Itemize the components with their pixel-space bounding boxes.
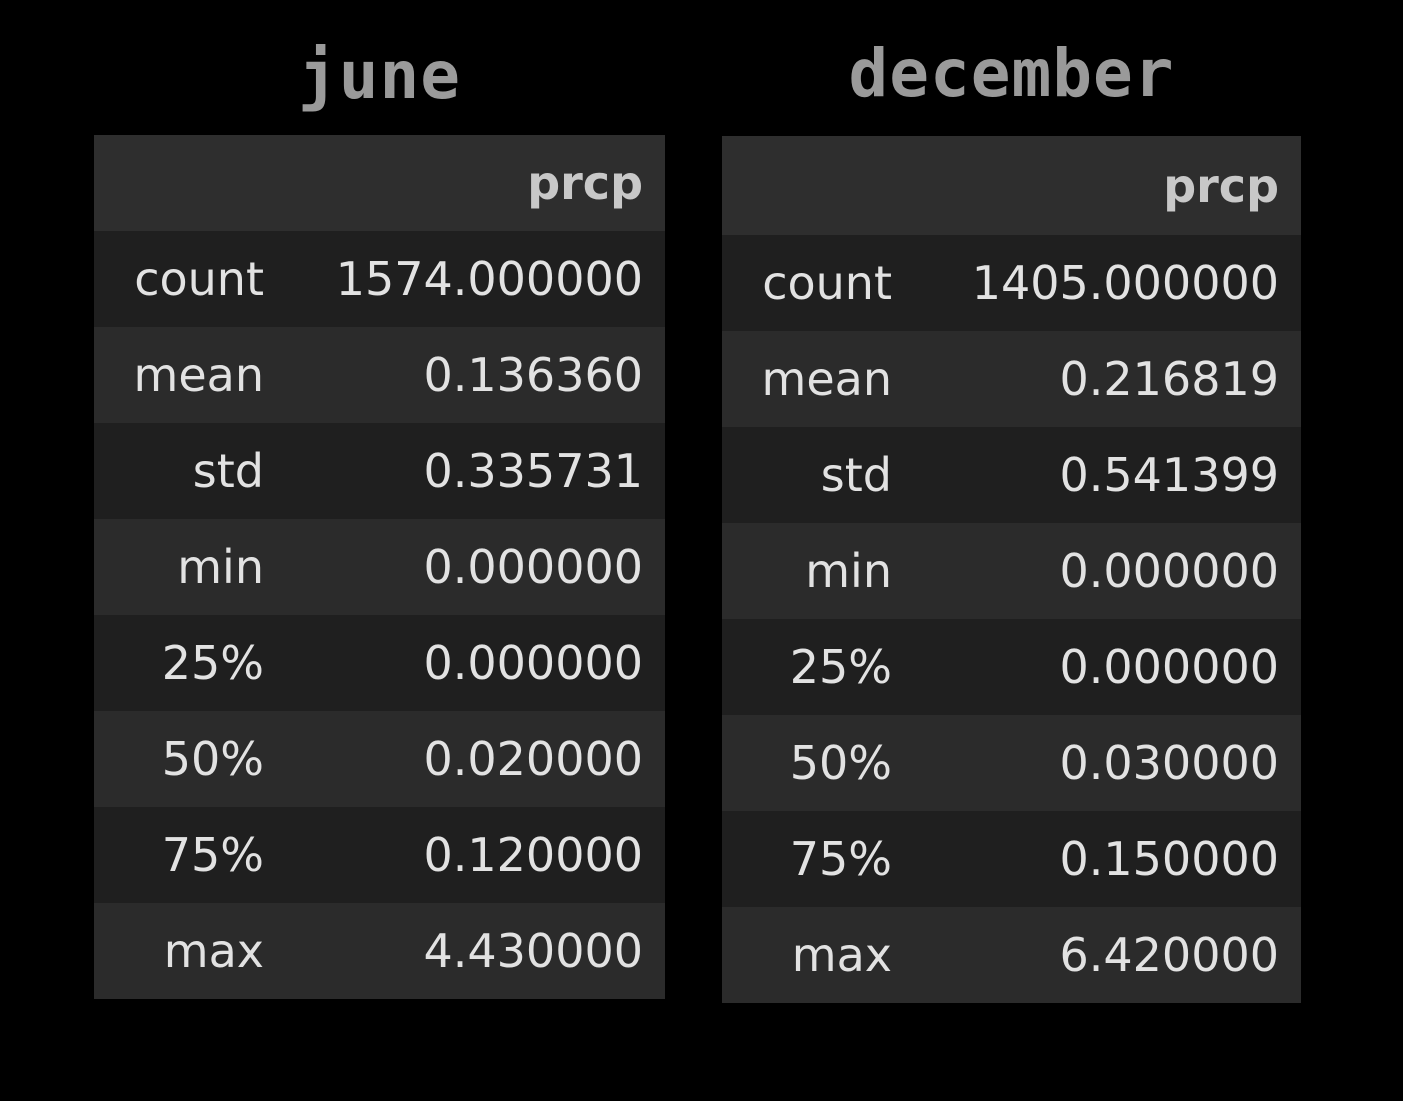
row-label: mean <box>761 352 892 406</box>
table-row: 25% 0.000000 <box>94 615 665 711</box>
column-header: prcp <box>527 156 643 210</box>
row-label: std <box>192 444 264 498</box>
table-row: mean 0.136360 <box>94 327 665 423</box>
table-row: 75% 0.120000 <box>94 807 665 903</box>
row-value: 1574.000000 <box>335 252 643 306</box>
row-value: 0.335731 <box>423 444 644 498</box>
row-value: 4.430000 <box>423 924 644 978</box>
table-row: count 1405.000000 <box>722 235 1301 331</box>
table-row: max 4.430000 <box>94 903 665 999</box>
panel-title: june <box>298 37 461 114</box>
table-row: 75% 0.150000 <box>722 811 1301 907</box>
table-row: min 0.000000 <box>722 523 1301 619</box>
stats-table: prcp count 1574.000000 mean 0.136360 std… <box>94 135 665 999</box>
row-label: std <box>820 448 892 502</box>
row-value: 0.541399 <box>1059 448 1280 502</box>
table-row: std 0.335731 <box>94 423 665 519</box>
row-value: 0.030000 <box>1059 736 1280 790</box>
row-label: 50% <box>161 732 264 786</box>
row-label: max <box>163 924 264 978</box>
table-header-row: prcp <box>94 135 665 231</box>
row-label: 25% <box>789 640 892 694</box>
row-label: 25% <box>161 636 264 690</box>
index-header <box>722 136 892 235</box>
row-label: min <box>805 544 892 598</box>
table-row: min 0.000000 <box>94 519 665 615</box>
row-label: min <box>177 540 264 594</box>
row-label: max <box>791 928 892 982</box>
row-label: 50% <box>789 736 892 790</box>
table-row: 25% 0.000000 <box>722 619 1301 715</box>
row-label: count <box>762 256 892 310</box>
table-row: 50% 0.030000 <box>722 715 1301 811</box>
row-label: 75% <box>789 832 892 886</box>
row-value: 0.000000 <box>1059 640 1280 694</box>
row-label: count <box>134 252 264 306</box>
june-panel: june prcp count 1574.000000 mean 0.13636… <box>94 0 665 999</box>
table-row: mean 0.216819 <box>722 331 1301 427</box>
december-panel: december prcp count 1405.000000 mean 0.2… <box>722 0 1301 1003</box>
row-label: 75% <box>161 828 264 882</box>
stats-table: prcp count 1405.000000 mean 0.216819 std… <box>722 136 1301 1003</box>
row-label: mean <box>133 348 264 402</box>
row-value: 6.420000 <box>1059 928 1280 982</box>
row-value: 0.216819 <box>1059 352 1280 406</box>
column-header: prcp <box>1163 158 1279 213</box>
row-value: 0.136360 <box>423 348 644 402</box>
row-value: 0.120000 <box>423 828 644 882</box>
panel-title: december <box>848 35 1175 112</box>
row-value: 0.150000 <box>1059 832 1280 886</box>
table-row: 50% 0.020000 <box>94 711 665 807</box>
table-row: max 6.420000 <box>722 907 1301 1003</box>
table-header-row: prcp <box>722 136 1301 235</box>
row-value: 1405.000000 <box>971 256 1279 310</box>
index-header <box>94 135 264 231</box>
table-row: std 0.541399 <box>722 427 1301 523</box>
row-value: 0.000000 <box>423 540 644 594</box>
row-value: 0.000000 <box>423 636 644 690</box>
table-row: count 1574.000000 <box>94 231 665 327</box>
row-value: 0.020000 <box>423 732 644 786</box>
row-value: 0.000000 <box>1059 544 1280 598</box>
